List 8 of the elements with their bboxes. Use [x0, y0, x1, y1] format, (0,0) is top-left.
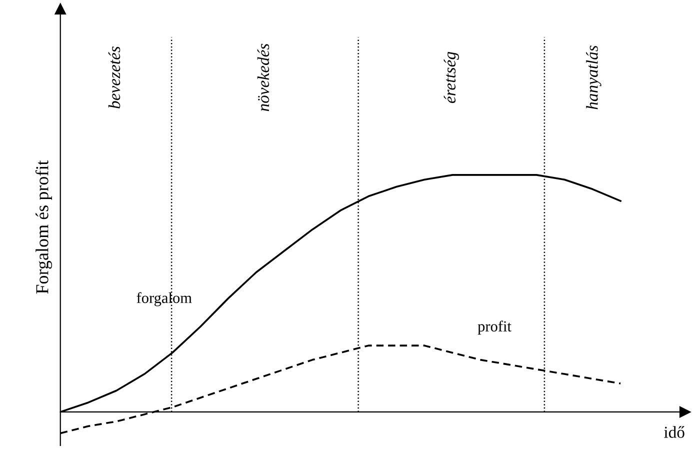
y-axis-title: Forgalom és profit	[35, 160, 52, 294]
text: érettség	[444, 52, 459, 104]
text: bevezetés	[108, 46, 120, 108]
series-label: profit	[478, 320, 512, 335]
text: hanyatlás	[586, 46, 602, 110]
x-axis-title: idő	[664, 426, 684, 438]
text: növekedés	[257, 44, 270, 112]
series-label: forgalom	[136, 292, 192, 306]
